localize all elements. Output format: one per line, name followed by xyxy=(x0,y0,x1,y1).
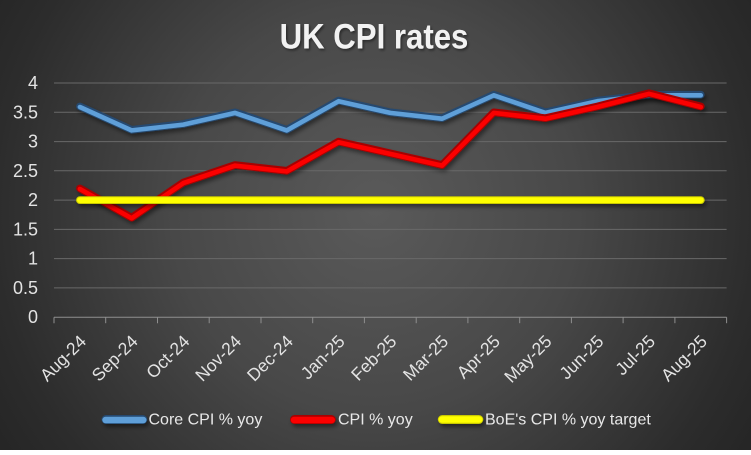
svg-text:1: 1 xyxy=(28,249,38,269)
svg-text:2.5: 2.5 xyxy=(13,161,38,181)
svg-text:BoE's CPI % yoy target: BoE's CPI % yoy target xyxy=(485,412,651,429)
svg-text:2: 2 xyxy=(28,190,38,210)
svg-text:CPI % yoy: CPI % yoy xyxy=(338,412,413,429)
svg-text:0.5: 0.5 xyxy=(13,278,38,298)
svg-text:Core CPI % yoy: Core CPI % yoy xyxy=(149,412,263,429)
svg-text:0: 0 xyxy=(28,307,38,327)
svg-text:1.5: 1.5 xyxy=(13,219,38,239)
svg-text:UK CPI rates: UK CPI rates xyxy=(280,18,469,57)
svg-text:4: 4 xyxy=(28,73,38,93)
svg-text:3: 3 xyxy=(28,132,38,152)
svg-text:3.5: 3.5 xyxy=(13,102,38,122)
